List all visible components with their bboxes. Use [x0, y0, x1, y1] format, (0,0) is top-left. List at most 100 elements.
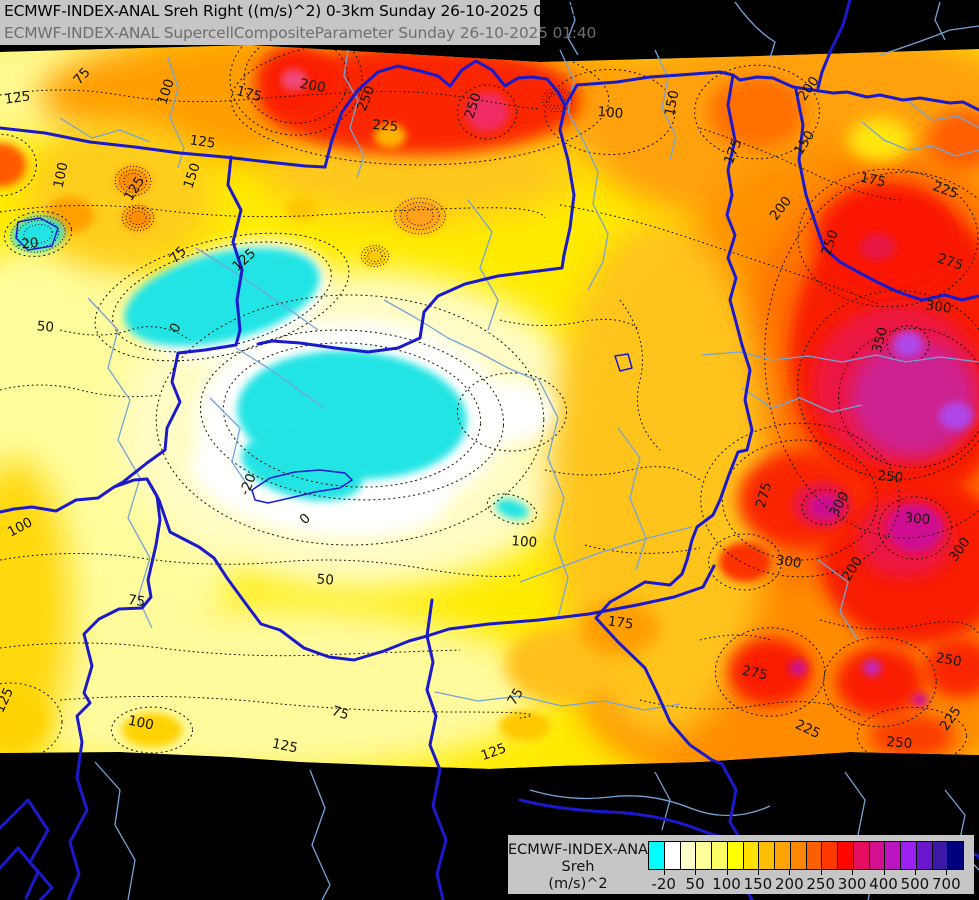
colorbar-tick: [914, 869, 916, 875]
field-blob: [860, 233, 896, 261]
contour-line: [0, 552, 521, 577]
border-river-major: [594, 73, 754, 900]
field-blob: [0, 692, 50, 752]
border-river-major: [0, 126, 327, 169]
colorbar-tick-label: 150: [743, 875, 773, 893]
stipple-ring: [367, 250, 383, 262]
colorbar-swatch: [931, 842, 948, 869]
contour-label: 150: [181, 161, 204, 190]
border-river-major: [794, 88, 979, 302]
title-bar: ECMWF-INDEX-ANAL Sreh Right ((m/s)^2) 0-…: [0, 0, 596, 45]
contour-label: 350: [869, 325, 891, 354]
contour-ring: [94, 232, 350, 362]
contour-label: 100: [155, 77, 178, 106]
field-blob: [505, 627, 615, 703]
contour-label: 150: [662, 89, 683, 118]
border-river-major: [66, 477, 162, 900]
colorbar-swatch: [837, 842, 853, 869]
colorbar-swatch: [774, 842, 790, 869]
colorbar-swatch: [711, 842, 727, 869]
contour-ring: [243, 45, 349, 124]
contour-label: 125: [4, 88, 32, 107]
stipple-ring: [16, 219, 60, 249]
colorbar-swatch: [789, 842, 806, 869]
contour-label: 125: [271, 736, 300, 757]
colorbar-tick: [695, 869, 697, 875]
field-blob: [893, 331, 923, 357]
contour-label: -20: [237, 471, 260, 497]
colorbar-swatch: [726, 842, 743, 869]
field-blob: [719, 542, 771, 582]
field-blob: [848, 118, 912, 162]
field-blob: [939, 402, 973, 430]
river-minor: [559, 49, 609, 291]
river-minor: [741, 387, 863, 413]
river-minor: [434, 691, 681, 711]
contour-label: 250: [886, 734, 913, 752]
colorbar-tick: [946, 869, 948, 875]
contour-ring: [456, 84, 518, 140]
colorbar-tick: [852, 869, 854, 875]
contour-line: [0, 204, 546, 219]
field-blob: [362, 246, 388, 266]
colorbar-tick-label: 50: [685, 875, 705, 893]
river-minor: [195, 247, 319, 331]
river-minor: [94, 761, 136, 900]
colorbar-tick: [883, 869, 885, 875]
colorbar-swatch: [821, 842, 837, 869]
contour-ring: [694, 64, 820, 160]
stipple-ring: [114, 165, 152, 197]
title-line-primary: ECMWF-INDEX-ANAL Sreh Right ((m/s)^2) 0-…: [4, 2, 577, 20]
contour-label: 300: [775, 552, 803, 571]
field-blob: [808, 494, 842, 520]
field-blob: [0, 460, 70, 760]
contour-label: 250: [462, 91, 485, 120]
colorbar-swatch: [742, 842, 759, 869]
stipple-ring: [541, 87, 573, 113]
colorbar-tick: [789, 869, 791, 875]
lake-outline: [251, 469, 353, 504]
contour-line: [819, 619, 979, 636]
stipple-ring: [406, 206, 434, 226]
contour-label: 175: [607, 613, 635, 632]
legend-product-label: ECMWF-INDEX-ANAL: [508, 842, 657, 858]
river-minor: [734, 1, 776, 59]
colorbar-tick: [757, 869, 759, 875]
river-minor: [817, 559, 859, 641]
field-blob: [116, 167, 150, 195]
stipple-ring: [548, 93, 566, 107]
colorbar-tick-label: 250: [806, 875, 836, 893]
colorbar-swatch: [663, 842, 680, 869]
river-minor: [87, 297, 153, 629]
river-minor: [235, 347, 325, 409]
colorbar-tick-label: 100: [712, 875, 741, 893]
river-minor: [383, 299, 537, 381]
colorbar-tick: [726, 869, 728, 875]
field-blob: [499, 711, 551, 741]
field-blob: [12, 216, 64, 252]
field-blob: [281, 69, 307, 91]
contour-label: 250: [877, 468, 904, 486]
stipple-ring: [129, 210, 147, 226]
contour-ring: [199, 329, 505, 501]
river-minor: [654, 49, 677, 161]
field-blob: [0, 143, 26, 187]
contour-label: 300: [904, 510, 931, 528]
colorbar-tick-label: 500: [900, 875, 930, 893]
colorbar-tick-label: 400: [869, 875, 898, 893]
colorbar-tick: [663, 869, 665, 875]
contour-label: 100: [511, 533, 538, 551]
field-blob: [470, 382, 554, 442]
field-blob: [728, 638, 812, 706]
contour-ring: [486, 493, 538, 525]
field-blob: [495, 498, 529, 520]
stipple-ring: [123, 172, 143, 190]
river-minor: [467, 199, 499, 331]
field-blob: [863, 660, 881, 676]
river-minor: [309, 769, 331, 900]
field-blob: [374, 124, 406, 148]
contour-ring: [0, 133, 37, 197]
contour-ring: [801, 488, 849, 526]
field-blob: [0, 605, 550, 769]
